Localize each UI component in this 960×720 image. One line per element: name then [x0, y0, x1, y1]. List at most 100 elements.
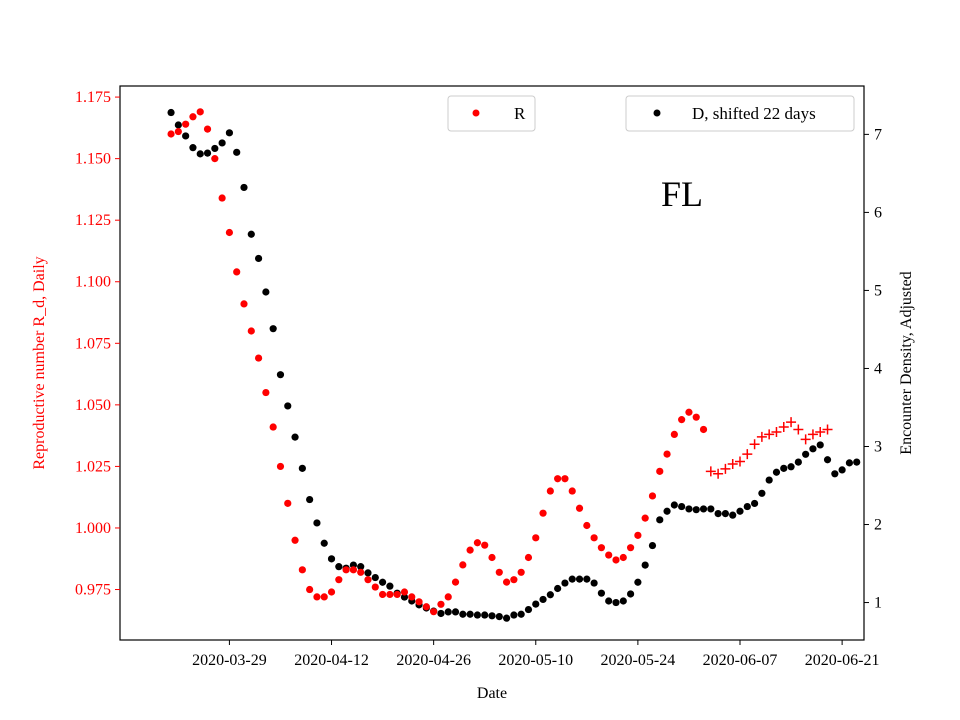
- r-plus-point: [778, 422, 789, 433]
- r-point: [641, 514, 649, 522]
- x-tick-label: 2020-05-24: [601, 652, 676, 669]
- r-point: [349, 566, 358, 574]
- r-point: [247, 327, 255, 335]
- r-point: [284, 499, 292, 507]
- r-point: [262, 388, 270, 397]
- r-point: [437, 600, 445, 608]
- r-point: [189, 113, 197, 121]
- state-annotation: FL: [661, 174, 703, 214]
- left-y-tick-label: 1.025: [75, 458, 111, 475]
- r-plus-point: [764, 429, 775, 440]
- d-point: [758, 489, 766, 497]
- x-tick-label: 2020-04-26: [396, 652, 471, 669]
- legend-d: D, shifted 22 days: [625, 95, 855, 132]
- right-y-tick-label: 7: [874, 126, 882, 143]
- d-point: [466, 610, 474, 618]
- r-point: [466, 546, 474, 554]
- r-point: [634, 531, 642, 539]
- r-point: [524, 553, 533, 562]
- d-point: [276, 371, 285, 379]
- d-point: [306, 495, 314, 504]
- d-point: [247, 230, 255, 238]
- d-point: [182, 132, 190, 140]
- d-point: [590, 579, 598, 587]
- r-point: [554, 475, 562, 483]
- d-point: [444, 608, 452, 616]
- r-point: [211, 155, 219, 163]
- d-point: [225, 129, 234, 137]
- d-point: [707, 505, 715, 513]
- x-axis-title: Date: [477, 685, 507, 702]
- r-point: [408, 593, 416, 601]
- d-point: [831, 470, 839, 478]
- right-y-axis: 1 2 3 4 5 6 7: [864, 126, 882, 612]
- left-y-tick-label: 1.075: [75, 335, 111, 352]
- r-plus-point: [742, 449, 753, 460]
- series-d-points: [167, 108, 861, 622]
- r-plus-point: [771, 426, 782, 437]
- r-point: [546, 487, 554, 495]
- r-point: [590, 534, 598, 542]
- d-point: [809, 445, 817, 453]
- d-point: [203, 149, 212, 157]
- d-point: [459, 610, 467, 618]
- d-point: [502, 614, 511, 622]
- x-tick-label: 2020-04-12: [294, 652, 369, 669]
- r-point: [342, 566, 350, 574]
- r-plus-point: [749, 439, 760, 450]
- plot-area: [119, 85, 865, 641]
- r-point: [400, 588, 409, 596]
- d-point: [357, 563, 365, 571]
- r-point: [473, 539, 482, 547]
- d-point: [386, 582, 394, 590]
- r-plus-point: [705, 466, 716, 477]
- left-y-tick-label: 1.175: [75, 89, 111, 106]
- d-point: [853, 458, 861, 466]
- d-point: [612, 598, 620, 607]
- d-point: [845, 459, 854, 467]
- d-point: [313, 519, 321, 527]
- r-plus-point: [735, 456, 745, 467]
- d-point: [568, 575, 576, 583]
- r-point: [539, 509, 547, 517]
- series-r-plus-points: [705, 417, 833, 479]
- d-point: [605, 597, 613, 605]
- d-point: [802, 450, 810, 458]
- r-plus-point: [756, 431, 767, 442]
- d-point: [772, 468, 781, 476]
- r-plus-point: [793, 424, 804, 435]
- r-plus-point: [822, 424, 833, 435]
- d-point: [656, 516, 664, 524]
- r-point: [254, 354, 263, 362]
- d-point: [400, 593, 409, 601]
- r-point: [196, 108, 204, 116]
- r-point: [678, 416, 686, 424]
- d-point: [729, 511, 737, 519]
- d-point: [554, 584, 562, 593]
- d-point: [678, 502, 686, 511]
- d-point: [583, 575, 591, 583]
- r-point: [371, 583, 379, 591]
- r-point: [612, 556, 620, 564]
- d-point: [743, 502, 751, 511]
- r-point: [233, 268, 241, 276]
- r-point: [517, 568, 525, 576]
- r-point: [502, 578, 511, 586]
- r-point: [619, 553, 627, 562]
- right-y-tick-label: 2: [874, 517, 882, 534]
- d-point: [196, 150, 204, 158]
- d-point: [721, 509, 730, 518]
- d-point: [451, 608, 460, 616]
- d-point: [524, 605, 533, 614]
- right-y-tick-label: 1: [874, 595, 882, 612]
- r-plus-point: [815, 426, 826, 437]
- d-point: [794, 458, 802, 466]
- d-point: [626, 590, 635, 598]
- r-point: [656, 467, 664, 475]
- r-point: [699, 425, 708, 434]
- r-point: [327, 588, 336, 596]
- r-point: [298, 566, 306, 574]
- right-y-tick-label: 3: [874, 438, 882, 455]
- d-point: [437, 609, 445, 618]
- x-tick-label: 2020-06-21: [805, 652, 880, 669]
